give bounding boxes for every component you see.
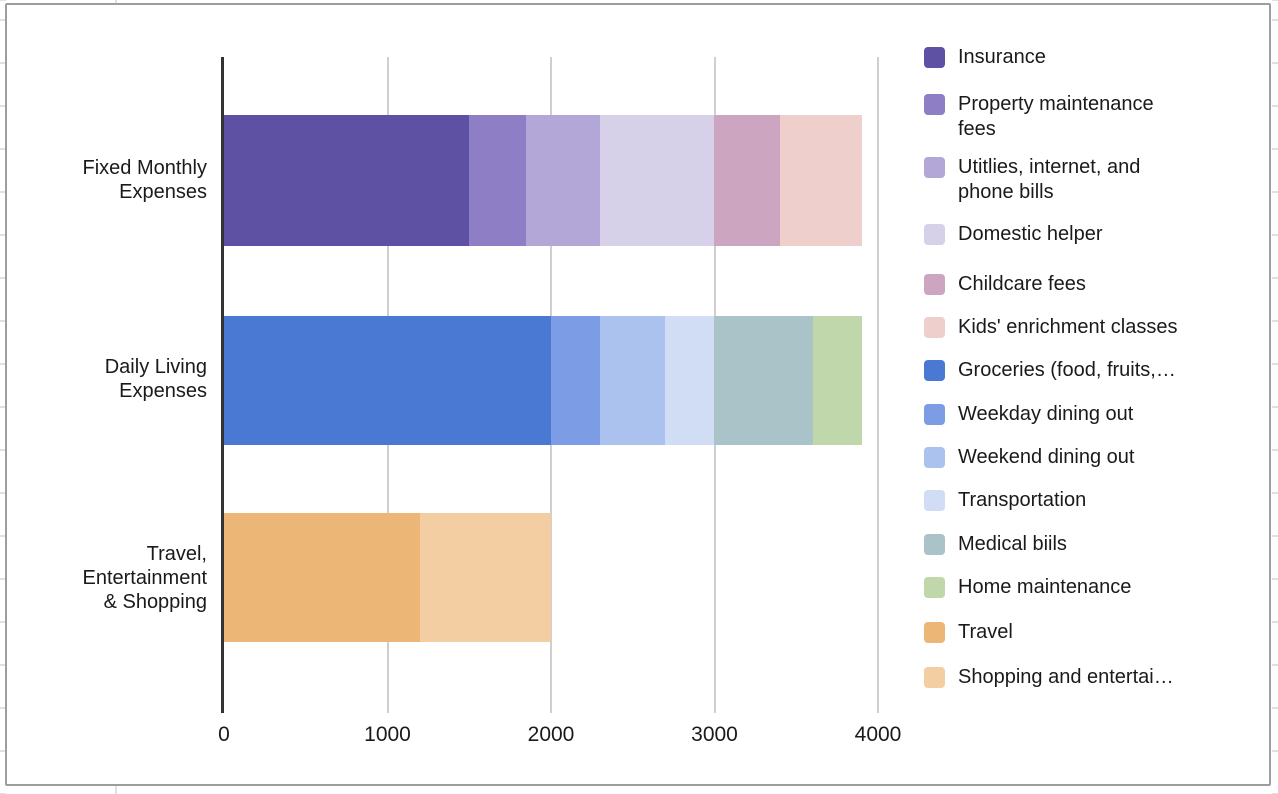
x-gridline — [877, 57, 879, 713]
bar-segment — [714, 115, 780, 246]
legend-swatch — [924, 447, 945, 468]
legend-swatch — [924, 534, 945, 555]
legend-swatch — [924, 490, 945, 511]
legend-swatch — [924, 94, 945, 115]
x-tick-label: 0 — [218, 723, 230, 746]
sheet-column-gridline-top — [115, 0, 117, 3]
sheet-row-gridlines-left — [0, 0, 6, 794]
bar-row — [224, 316, 862, 445]
legend-label: Home maintenance — [958, 576, 1132, 598]
legend-item: Weekend dining out — [924, 445, 1134, 470]
bar-segment — [224, 316, 551, 445]
bar-segment — [420, 513, 551, 642]
legend-swatch — [924, 274, 945, 295]
bar-row — [224, 513, 551, 642]
legend-item: Home maintenance — [924, 575, 1131, 600]
bar-segment — [665, 316, 715, 445]
category-label: Fixed Monthly Expenses — [82, 157, 208, 203]
legend-label: Transportation — [958, 489, 1087, 511]
legend-label: Weekday dining out — [958, 403, 1134, 425]
legend-item: Shopping and entertai… — [924, 665, 1174, 690]
legend-item: Travel — [924, 620, 1013, 645]
bar-segment — [526, 115, 601, 246]
legend-label: Travel — [958, 621, 1013, 643]
legend-swatch — [924, 360, 945, 381]
legend-label: Property maintenance fees — [958, 93, 1154, 140]
legend-label: Insurance — [958, 46, 1046, 68]
x-tick-label: 1000 — [364, 723, 411, 746]
legend-item: Childcare fees — [924, 272, 1086, 297]
bar-segment — [714, 316, 813, 445]
bar-row — [224, 115, 862, 246]
legend-label: Childcare fees — [958, 273, 1086, 295]
legend-item: Domestic helper — [924, 222, 1103, 247]
legend-item: Insurance — [924, 45, 1046, 70]
sheet-column-gridline-bottom — [115, 786, 117, 794]
bar-segment — [600, 115, 715, 246]
legend-item: Weekday dining out — [924, 402, 1133, 427]
legend-item: Groceries (food, fruits,… — [924, 358, 1176, 383]
bar-segment — [551, 316, 601, 445]
category-label: Daily Living Expenses — [104, 356, 207, 402]
bar-segment — [469, 115, 527, 246]
bar-segment — [224, 513, 421, 642]
legend-label: Weekend dining out — [958, 446, 1135, 468]
legend-item: Kids' enrichment classes — [924, 315, 1177, 340]
legend-swatch — [924, 622, 945, 643]
x-tick-label: 3000 — [691, 723, 738, 746]
legend-item: Property maintenance fees — [924, 92, 1154, 142]
bar-segment — [812, 316, 862, 445]
legend-swatch — [924, 667, 945, 688]
bar-segment — [779, 115, 862, 246]
chart[interactable]: Fixed Monthly Expenses Daily Living Expen… — [5, 3, 1271, 786]
category-label: Travel, Entertainment & Shopping — [82, 543, 207, 613]
bar-segment — [600, 316, 666, 445]
x-tick-label: 4000 — [854, 723, 902, 746]
bar-segment — [224, 115, 470, 246]
x-tick-label: 2000 — [527, 723, 575, 746]
legend-item: Utitlies, internet, and phone bills — [924, 155, 1140, 205]
legend-swatch — [924, 404, 945, 425]
legend-swatch — [924, 157, 945, 178]
legend-item: Medical biils — [924, 532, 1067, 557]
legend-swatch — [924, 224, 945, 245]
legend-label: Shopping and entertai… — [958, 666, 1174, 688]
legend-label: Groceries (food, fruits,… — [958, 359, 1176, 381]
plot-area — [221, 57, 879, 713]
legend-swatch — [924, 317, 945, 338]
sheet-row-gridlines-right — [1272, 0, 1278, 794]
legend-label: Domestic helper — [958, 223, 1103, 245]
legend-label: Medical biils — [958, 533, 1067, 555]
legend-label: Kids' enrichment classes — [958, 316, 1178, 338]
legend-swatch — [924, 577, 945, 598]
legend-label: Utitlies, internet, and phone bills — [958, 156, 1141, 203]
legend-swatch — [924, 47, 945, 68]
legend-item: Transportation — [924, 488, 1086, 513]
